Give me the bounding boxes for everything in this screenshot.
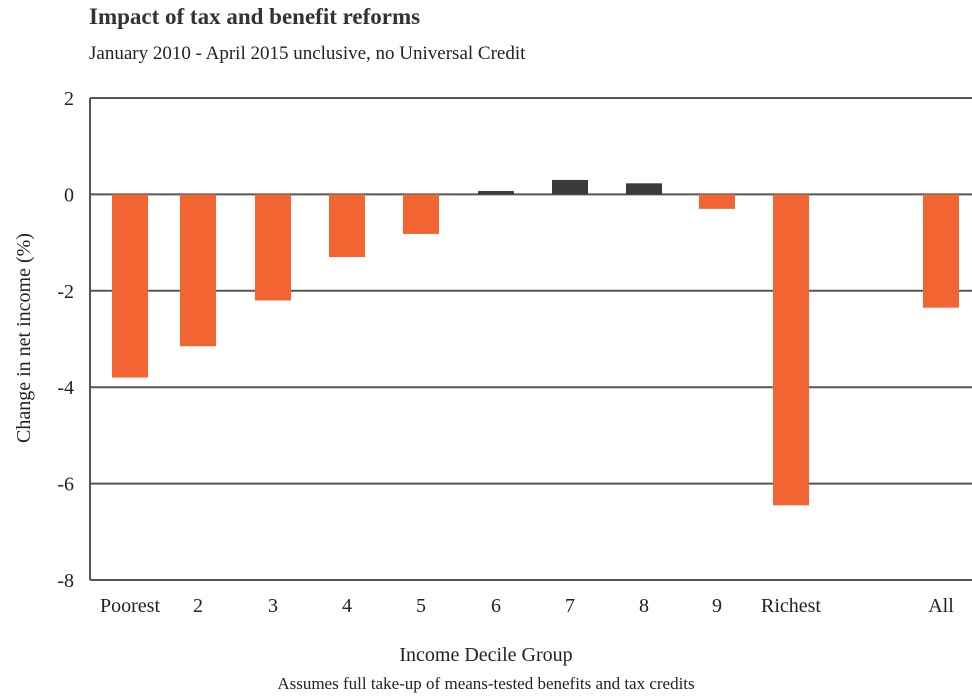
x-tick-label: 3 [268,595,278,617]
bar-all [923,194,959,308]
bar-2 [180,194,216,347]
y-tick-label: -8 [57,570,74,592]
chart-subtitle: January 2010 - April 2015 unclusive, no … [89,43,526,64]
bar-8 [626,183,662,195]
bar-5 [403,194,439,234]
x-tick-label: 6 [491,595,501,617]
x-tick-label: 4 [342,595,352,617]
y-tick-label: -2 [57,281,74,303]
y-axis-label: Change in net income (%) [13,233,35,443]
gridlines [89,97,972,581]
chart-note: Assumes full take-up of means-tested ben… [277,674,695,693]
x-tick-label: 8 [639,595,649,617]
y-tick-label: -4 [57,377,74,399]
x-axis-label: Income Decile Group [399,644,573,666]
bar-6 [478,191,514,195]
bar-richest [773,194,809,506]
bar-7 [552,179,588,195]
x-tick-label: 9 [712,595,722,617]
x-tick-label: Poorest [100,595,160,617]
x-tick-labels: Poorest 2 3 4 5 6 7 8 9 Richest All [100,595,954,617]
bar-4 [329,194,365,258]
x-tick-label: 7 [565,595,575,617]
bars [112,179,959,506]
bar-9 [699,194,735,209]
y-tick-label: -6 [57,474,74,496]
bar-3 [255,194,291,301]
x-tick-label: 5 [416,595,426,617]
y-tick-labels: 2 0 -2 -4 -6 -8 [57,88,74,592]
y-tick-label: 2 [64,88,74,110]
x-tick-label: 2 [193,595,203,617]
x-tick-label: Richest [761,595,821,617]
chart-title: Impact of tax and benefit reforms [89,4,421,29]
y-tick-label: 0 [64,184,74,206]
bar-poorest [112,194,148,378]
x-tick-label: All [928,595,954,617]
